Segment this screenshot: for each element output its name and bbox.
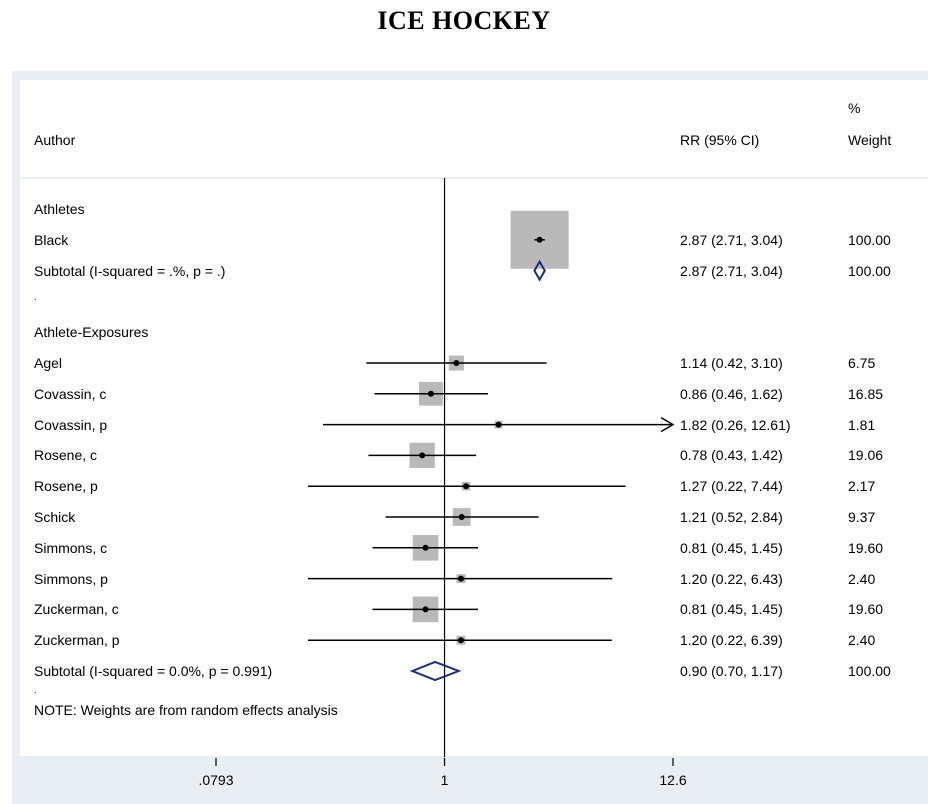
header-author: Author — [34, 132, 76, 148]
subtotal-label: Subtotal (I-squared = .%, p = .) — [34, 262, 226, 279]
study-label: Zuckerman, p — [34, 632, 120, 649]
study-label: Black — [34, 231, 69, 248]
study-label: Simmons, c — [34, 539, 108, 556]
note-dot: . — [34, 685, 37, 695]
point-estimate — [427, 390, 434, 397]
rr-ci-value: 1.14 (0.42, 3.10) — [680, 355, 783, 371]
point-estimate — [458, 514, 465, 520]
weight-value: 9.37 — [848, 509, 876, 525]
spacer-dot: . — [34, 292, 37, 303]
point-estimate — [422, 606, 429, 613]
weight-value: 16.85 — [848, 385, 884, 402]
header-weight-percent: % — [848, 100, 861, 116]
rr-ci-value: 1.20 (0.22, 6.39) — [680, 632, 783, 649]
rr-ci-value: 2.87 (2.71, 3.04) — [680, 231, 783, 248]
weight-value: 2.17 — [848, 478, 876, 495]
weight-value: 19.06 — [848, 447, 884, 464]
subtotal-label: Subtotal (I-squared = 0.0%, p = 0.991) — [34, 663, 273, 679]
subtotal-diamond — [533, 259, 546, 282]
rr-ci-value: 0.86 (0.46, 1.62) — [680, 385, 783, 402]
rr-ci-value: 0.81 (0.45, 1.45) — [680, 601, 783, 618]
group-heading: Athletes — [34, 201, 85, 217]
rr-ci-value: 1.82 (0.26, 12.61) — [680, 416, 791, 433]
study-label: Zuckerman, c — [34, 601, 119, 618]
rr-ci-value: 0.81 (0.45, 1.45) — [680, 539, 783, 556]
study-label: Covassin, c — [34, 385, 107, 402]
point-estimate — [457, 575, 464, 582]
x-axis-area — [12, 757, 928, 804]
weight-value: 100.00 — [848, 262, 891, 279]
x-tick-label: 12.6 — [659, 772, 687, 788]
study-label: Covassin, p — [34, 416, 108, 433]
rr-ci-value: 0.90 (0.70, 1.17) — [680, 663, 783, 679]
rr-ci-value: 1.21 (0.52, 2.84) — [680, 509, 783, 525]
weight-value: 2.40 — [848, 570, 876, 587]
rr-ci-value: 0.78 (0.43, 1.42) — [680, 447, 783, 464]
study-label: Rosene, p — [34, 478, 98, 495]
point-estimate — [495, 421, 502, 428]
footnote: NOTE: Weights are from random effects an… — [34, 702, 338, 718]
ci-arrow — [660, 416, 675, 433]
point-estimate — [536, 236, 543, 243]
weight-value: 100.00 — [848, 231, 891, 248]
point-estimate — [419, 452, 426, 459]
rr-ci-value: 2.87 (2.71, 3.04) — [680, 262, 783, 279]
weight-value: 19.60 — [848, 601, 884, 618]
point-estimate — [457, 637, 464, 644]
study-label: Simmons, p — [34, 570, 108, 587]
weight-value: 100.00 — [848, 663, 891, 679]
x-tick-label: .0793 — [198, 772, 234, 788]
point-estimate — [453, 360, 460, 366]
page-title: ICE HOCKEY — [377, 6, 551, 35]
header-weight: Weight — [848, 132, 892, 148]
study-label: Rosene, c — [34, 447, 98, 464]
weight-value: 1.81 — [848, 416, 876, 433]
rr-ci-value: 1.20 (0.22, 6.43) — [680, 570, 783, 587]
x-tick-label: 1 — [440, 772, 449, 788]
header-rr-ci: RR (95% CI) — [680, 132, 760, 148]
plot-panel — [20, 80, 928, 756]
weight-value: 6.75 — [848, 355, 876, 371]
group-heading: Athlete-Exposures — [34, 324, 149, 341]
weight-value: 2.40 — [848, 632, 876, 649]
study-label: Agel — [34, 355, 63, 371]
study-label: Schick — [34, 509, 76, 525]
point-estimate — [463, 483, 470, 490]
point-estimate — [422, 544, 429, 551]
subtotal-diamond — [409, 660, 462, 682]
weight-value: 19.60 — [848, 539, 884, 556]
rr-ci-value: 1.27 (0.22, 7.44) — [680, 478, 783, 495]
